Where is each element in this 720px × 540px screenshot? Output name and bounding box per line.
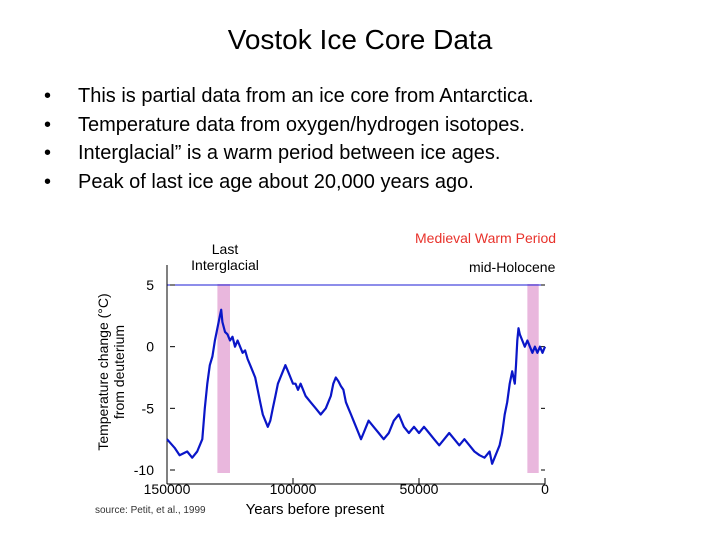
annotation-last: Last	[212, 241, 239, 257]
x-tick-label: 50000	[400, 481, 439, 497]
y-tick-label: 5	[146, 277, 154, 293]
bullet-text: Interglacial” is a warm period between i…	[78, 142, 501, 164]
y-tick-label: 0	[146, 339, 154, 355]
bullet-marker: •	[44, 142, 52, 164]
annotation-medieval-warm-period: Medieval Warm Period	[415, 230, 556, 246]
annotation-interglacial: Interglacial	[191, 257, 259, 273]
bullet-marker: •	[44, 113, 52, 136]
bullet-marker: •	[44, 85, 52, 107]
bullet-list: • This is partial data from an ice core f…	[44, 82, 534, 196]
x-tick-label: 100000	[270, 481, 317, 497]
x-tick-label: 150000	[144, 481, 191, 497]
bullet-item: • Temperature data from oxygen/hydrogen i…	[44, 111, 534, 140]
y-axis-label: Temperature change (°C)	[95, 293, 111, 450]
y-tick-label: -5	[142, 400, 155, 416]
source-note: source: Petit, et al., 1999	[95, 505, 206, 516]
mid-holocene-band	[527, 284, 539, 473]
slide-title: Vostok Ice Core Data	[227, 24, 493, 55]
annotation-mid-holocene: mid-Holocene	[469, 259, 556, 275]
bullet-text: Temperature data from oxygen/hydrogen is…	[78, 113, 525, 136]
bullet-item: • Peak of last ice age about 20,000 years…	[44, 168, 534, 197]
bullet-text: Peak of last ice age about 20,000 years …	[78, 170, 474, 193]
x-tick-label: 0	[541, 481, 549, 497]
temperature-series-line	[166, 308, 547, 465]
bullet-text: This is partial data from an ice core fr…	[78, 85, 534, 107]
last-interglacial-band	[217, 284, 230, 473]
bullet-marker: •	[44, 170, 52, 193]
y-axis-label-line2: from deuterium	[111, 325, 127, 419]
bullet-item: • This is partial data from an ice core f…	[44, 82, 534, 111]
y-tick-label: -10	[134, 462, 154, 478]
x-axis-label: Years before present	[246, 501, 386, 518]
bullet-item: • Interglacial” is a warm period between …	[44, 139, 534, 168]
